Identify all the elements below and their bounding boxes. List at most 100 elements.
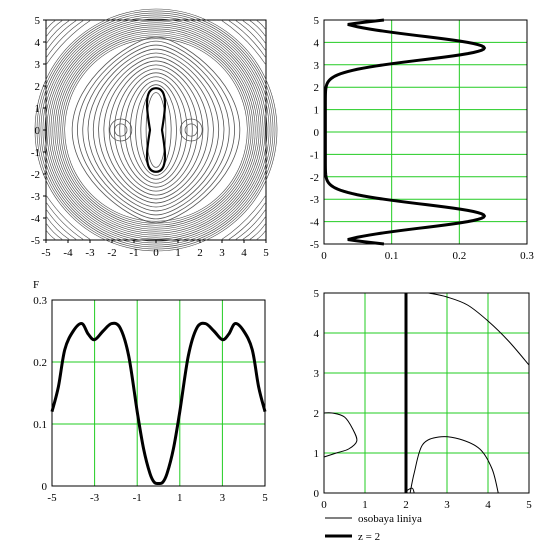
contour-corner-line — [45, 19, 57, 31]
horizontal-profile-frame — [51, 299, 266, 487]
contour-corner-line — [255, 19, 267, 31]
vertical-profile-x-tick-label: 0.3 — [520, 250, 534, 262]
contour-outer-ring — [38, 12, 274, 248]
contour-y-tick-label: 5 — [35, 15, 41, 27]
contour-x-ticks: -5 -4 -3 -2 -1 0 1 2 3 4 5 — [41, 240, 269, 259]
contour-y-tick-label: 4 — [35, 37, 41, 49]
vertical-profile-y-tick-label: 5 — [314, 15, 320, 27]
contour-side-ring — [184, 123, 198, 137]
horizontal-profile-curve — [50, 321, 267, 486]
contour-corner-line — [248, 222, 267, 241]
contour-outer-ring — [48, 22, 264, 238]
contour-line — [71, 36, 241, 224]
contour-corner-line — [45, 222, 64, 241]
vertical-profile-y-tick-label: -5 — [310, 239, 320, 251]
contour-corner-line — [241, 215, 267, 241]
singular-lines-y-tick-label: 3 — [314, 368, 320, 380]
contour-x-tick-label: 4 — [241, 247, 247, 259]
contour-x-tick-label: -2 — [107, 247, 116, 259]
contour-x-tick-label: 5 — [263, 247, 269, 259]
legend-label-thick: z = 2 — [358, 531, 380, 543]
contour-line — [103, 60, 209, 200]
contour-corner-line — [45, 201, 85, 241]
contour-y-tick-label: -4 — [31, 213, 41, 225]
horizontal-profile-y-tick-label: 0 — [42, 481, 48, 493]
singular-lines-x-tick-label: 0 — [321, 499, 327, 511]
contour-outer-ring — [40, 14, 272, 246]
contour-corner-line — [45, 194, 92, 241]
contour-corner-line — [45, 19, 64, 38]
contour-line — [108, 64, 204, 196]
contour-x-tick-label: -3 — [85, 247, 95, 259]
contour-corner-line — [45, 19, 71, 45]
horizontal-profile-y-tick-label: 0.3 — [33, 295, 47, 307]
singular-lines-y-ticks: 0 1 2 3 4 5 — [314, 288, 320, 500]
contour-outer-ring — [42, 16, 270, 244]
singular-lines-y-tick-label: 0 — [314, 488, 320, 500]
contour-outer-ring — [54, 28, 258, 232]
contour-corner-line — [45, 229, 57, 241]
contour-y-tick-label: -1 — [31, 147, 40, 159]
horizontal-profile-y-ticks: 0 0.1 0.2 0.3 — [33, 295, 47, 493]
contour-x-tick-label: 3 — [219, 247, 225, 259]
singular-lines-special-curve — [323, 412, 358, 458]
contour-line — [129, 80, 183, 180]
horizontal-profile-y-tick-label: 0.1 — [33, 419, 47, 431]
vertical-profile-curve — [323, 18, 487, 246]
contour-y-tick-label: -5 — [31, 235, 41, 247]
vertical-profile-y-tick-label: 4 — [314, 37, 320, 49]
horizontal-profile-x-tick-label: -3 — [90, 492, 100, 504]
contour-outer-ring — [58, 32, 254, 228]
contour-outer-ring — [34, 8, 278, 252]
singular-lines-special-curve — [428, 292, 530, 366]
contour-outer-ring — [64, 38, 248, 222]
contour-corner-line — [248, 19, 267, 38]
singular-lines-curves — [323, 292, 530, 494]
contour-y-tick-label: 1 — [35, 103, 41, 115]
contour-line — [92, 52, 220, 208]
vertical-profile-y-tick-label: -4 — [310, 217, 320, 229]
singular-lines-y-tick-label: 1 — [314, 448, 320, 460]
contour-corner-line — [45, 19, 85, 59]
singular-lines-x-tick-label: 3 — [444, 499, 450, 511]
vertical-profile-y-tick-label: -2 — [310, 172, 319, 184]
singular-lines-y-tick-label: 4 — [314, 328, 320, 340]
contour-y-tick-label: -3 — [31, 191, 41, 203]
horizontal-profile-y-tick-label: 0.2 — [33, 357, 47, 369]
contour-outer-ring — [52, 26, 260, 234]
contour-corner-line — [45, 215, 71, 241]
contour-corner-line — [255, 229, 267, 241]
contour-outer-ring — [36, 10, 276, 250]
contour-corner-line — [45, 208, 78, 241]
legend-label-thin: osobaya liniya — [358, 513, 422, 525]
contour-x-tick-label: -1 — [129, 247, 138, 259]
singular-lines-frame — [323, 292, 530, 494]
contour-corner-line — [220, 19, 267, 66]
horizontal-profile-x-tick-label: 5 — [262, 492, 268, 504]
contour-x-tick-label: 0 — [153, 247, 159, 259]
contour-side-ring — [109, 118, 133, 142]
contour-y-tick-label: 3 — [35, 59, 41, 71]
contour-lines — [34, 8, 278, 252]
horizontal-profile-grid — [52, 300, 265, 486]
contour-corner-line — [220, 194, 267, 241]
contour-corner-line — [45, 19, 78, 52]
contour-corner-line — [234, 208, 267, 241]
horizontal-profile-x-tick-label: -5 — [47, 492, 57, 504]
contour-x-tick-label: -5 — [41, 247, 51, 259]
horizontal-profile-x-tick-label: -1 — [133, 492, 142, 504]
contour-line — [98, 56, 214, 204]
contour-line — [114, 68, 198, 192]
vertical-profile-y-tick-label: -1 — [310, 149, 319, 161]
horizontal-profile-y-label: F — [33, 279, 39, 291]
contour-line — [82, 44, 230, 216]
contour-line — [119, 72, 193, 188]
contour-line — [77, 40, 235, 220]
singular-lines-legend: osobaya liniya z = 2 — [325, 513, 422, 543]
contour-corner-line — [45, 19, 92, 66]
contour-central-line — [145, 87, 167, 173]
contour-x-tick-label: 2 — [197, 247, 203, 259]
horizontal-profile-x-tick-label: 1 — [177, 492, 183, 504]
contour-line — [135, 84, 177, 176]
